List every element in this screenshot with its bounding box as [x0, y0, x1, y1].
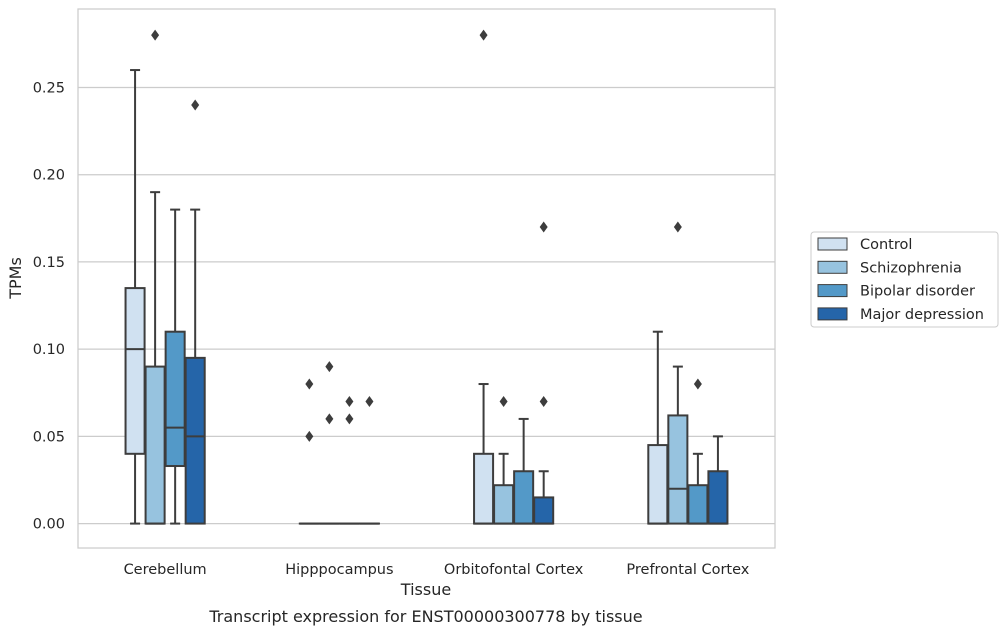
box-body [184, 356, 206, 525]
y-tick-label: 0.15 [33, 255, 65, 271]
box-2-3 [533, 221, 555, 525]
outlier-point [151, 29, 160, 41]
box-2-1 [493, 395, 515, 525]
box-3-0 [647, 330, 669, 525]
outlier-point [365, 395, 374, 407]
outlier-point [345, 395, 354, 407]
legend-label: Bipolar disorder [860, 284, 975, 300]
legend: Control Schizophrenia Bipolar disorder Majo… [810, 231, 999, 328]
box-body [144, 365, 166, 525]
box-body [473, 452, 495, 525]
outlier-point [345, 413, 354, 425]
box-1-0 [298, 378, 320, 525]
x-tick-label: Cerebellum [124, 562, 207, 578]
y-tick-label: 0.00 [33, 517, 65, 533]
box-2-0 [473, 29, 495, 525]
box-body [164, 330, 186, 468]
box-body [124, 287, 146, 455]
y-tick-label: 0.25 [33, 80, 65, 96]
outlier-point [325, 413, 334, 425]
y-tick-labels: 0.00 0.05 0.10 0.15 0.20 0.25 [33, 80, 65, 532]
x-tick-labels: Cerebellum Hipppocampus Orbitofontal Corte… [124, 562, 750, 578]
outlier-point [539, 221, 548, 233]
x-axis-label: Tissue [400, 580, 451, 599]
box-0-0 [124, 69, 146, 525]
outlier-point [479, 29, 488, 41]
outlier-point [693, 378, 702, 390]
legend-frame [810, 231, 999, 328]
x-tick-label: Orbitofontal Cortex [444, 562, 584, 578]
y-tick-label: 0.05 [33, 429, 65, 445]
box-body [513, 470, 535, 525]
box-1-2 [338, 395, 360, 525]
legend-swatch [817, 237, 848, 251]
box-0-3 [184, 99, 206, 525]
box-body [647, 444, 669, 525]
box-body [493, 484, 515, 525]
box-body [707, 470, 729, 525]
outlier-point [305, 430, 314, 442]
outlier-point [325, 361, 334, 373]
outlier-point [673, 221, 682, 233]
y-axis-label: TPMs [6, 257, 25, 300]
box-3-3 [707, 435, 729, 525]
chart-caption: Transcript expression for ENST0000030077… [208, 607, 642, 626]
x-tick-label: Hipppocampus [285, 562, 393, 578]
box-3-2 [687, 378, 709, 525]
box-body [667, 414, 689, 525]
outlier-point [499, 395, 508, 407]
x-tick-label: Prefrontal Cortex [626, 562, 749, 578]
outlier-point [539, 395, 548, 407]
box-2-2 [513, 417, 535, 525]
plot-frame [77, 8, 776, 549]
legend-swatch [817, 307, 848, 321]
box-body [687, 484, 709, 525]
legend-label: Major depression [860, 307, 984, 323]
legend-label: Control [860, 237, 912, 253]
box-body [533, 496, 555, 525]
boxes-layer [124, 29, 729, 525]
y-tick-label: 0.20 [33, 168, 65, 184]
outlier-point [305, 378, 314, 390]
box-0-1 [144, 29, 166, 525]
box-0-2 [164, 208, 186, 525]
box-1-3 [358, 395, 380, 525]
box-3-1 [667, 221, 689, 525]
legend-label: Schizophrenia [860, 260, 962, 276]
box-1-1 [318, 361, 340, 525]
y-tick-label: 0.10 [33, 342, 65, 358]
legend-swatch [817, 260, 848, 274]
outlier-point [191, 99, 200, 111]
legend-swatch [817, 284, 848, 298]
